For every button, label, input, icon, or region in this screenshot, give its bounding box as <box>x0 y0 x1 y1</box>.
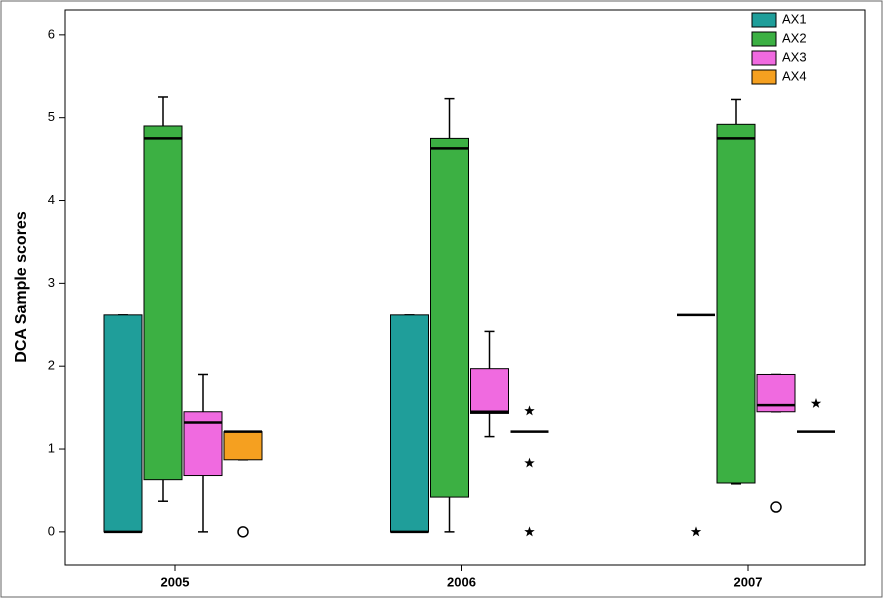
legend-swatch <box>751 12 777 28</box>
outlier <box>237 526 249 538</box>
legend-swatch <box>751 69 777 85</box>
extreme <box>524 526 535 537</box>
legend-swatch <box>751 31 777 47</box>
box <box>470 368 509 414</box>
y-tick-label: 0 <box>48 523 55 538</box>
y-tick-label: 2 <box>48 358 55 373</box>
box <box>103 314 143 533</box>
legend-label: AX4 <box>782 68 807 83</box>
legend-label: AX1 <box>782 11 807 26</box>
extreme <box>524 405 535 416</box>
box <box>223 431 263 461</box>
box <box>390 314 429 533</box>
y-tick-label: 6 <box>48 26 55 41</box>
extreme <box>810 397 822 408</box>
legend-label: AX2 <box>782 30 807 45</box>
extreme <box>690 526 702 537</box>
extreme <box>524 457 535 468</box>
legend-swatch <box>751 50 777 66</box>
y-tick-label: 4 <box>48 192 55 207</box>
y-axis-label: DCA Sample scores <box>13 211 30 363</box>
x-tick-label: 2006 <box>447 574 476 589</box>
x-tick-label: 2007 <box>734 574 763 589</box>
box <box>716 123 756 484</box>
legend-label: AX3 <box>782 49 807 64</box>
box <box>143 125 183 481</box>
plot-frame <box>64 9 866 566</box>
y-tick-label: 5 <box>48 109 55 124</box>
outlier <box>770 501 782 513</box>
box <box>430 137 469 498</box>
y-tick-label: 1 <box>48 440 55 455</box>
x-tick-label: 2005 <box>161 574 190 589</box>
y-tick-label: 3 <box>48 275 55 290</box>
